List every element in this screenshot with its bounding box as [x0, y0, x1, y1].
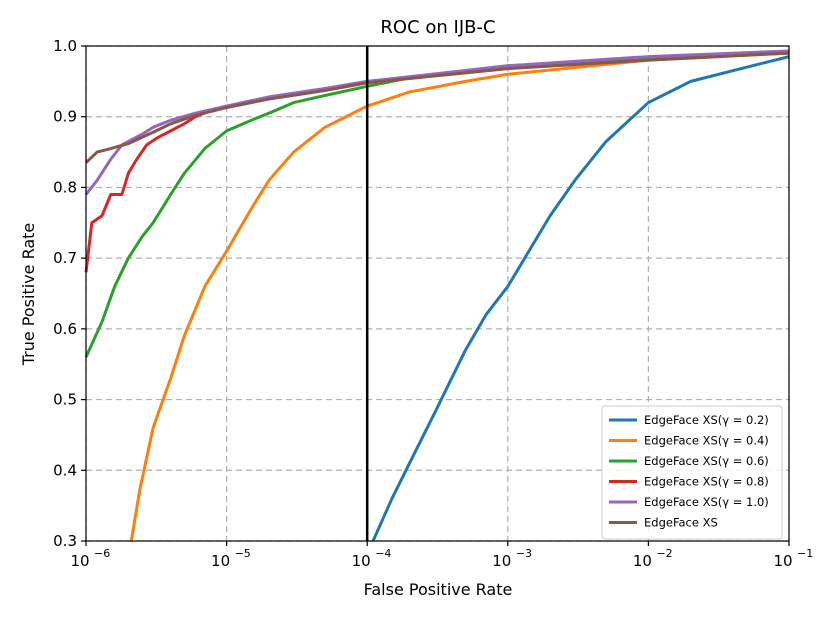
series-line-1	[371, 55, 790, 542]
plot-frame	[85, 45, 790, 542]
y-axis-ticks: 0.3 0.4 0.5 0.6 0.7 0.8 0.9 1.0	[53, 37, 86, 550]
x-tick-label: 10	[633, 552, 652, 570]
series-line-6	[84, 51, 790, 164]
series-line-4	[84, 104, 227, 273]
x-tick-exponent: −5	[235, 547, 251, 560]
legend: EdgeFace XS(γ = 0.2) EdgeFace XS(γ = 0.4)…	[601, 405, 783, 540]
y-tick-label: 0.9	[53, 108, 77, 126]
legend-entry-1: EdgeFace XS(γ = 0.2)	[644, 413, 769, 427]
legend-entry-2: EdgeFace XS(γ = 0.4)	[644, 434, 769, 448]
y-tick-label: 0.6	[53, 320, 77, 338]
x-tick-exponent: −3	[516, 547, 532, 560]
series-line-5	[84, 49, 790, 196]
chart-title: ROC on IJB-C	[380, 17, 495, 38]
x-tick-exponent: −4	[375, 547, 391, 560]
y-tick-label: 0.7	[53, 249, 77, 267]
x-tick-label: 10	[352, 552, 371, 570]
x-tick-label: 10	[492, 552, 511, 570]
x-axis-label: False Positive Rate	[364, 580, 513, 599]
legend-entry-3: EdgeFace XS(γ = 0.6)	[644, 454, 769, 468]
series-lines	[84, 49, 790, 542]
legend-entry-5: EdgeFace XS(γ = 1.0)	[644, 495, 769, 509]
x-tick-exponent: −2	[656, 547, 672, 560]
series-line-3	[84, 51, 790, 358]
y-tick-label: 0.4	[53, 461, 77, 479]
legend-box	[601, 405, 783, 540]
x-tick-exponent: −1	[797, 547, 813, 560]
y-tick-label: 1.0	[53, 37, 77, 55]
y-axis-label: True Positive Rate	[19, 223, 38, 367]
legend-entry-6: EdgeFace XS	[644, 516, 718, 530]
y-tick-label: 0.5	[53, 391, 77, 409]
x-tick-exponent: −6	[94, 547, 110, 560]
y-tick-label: 0.3	[53, 532, 77, 550]
series-line-2	[129, 51, 790, 542]
x-axis-ticks: 10 −6 10 −5 10 −4 10 −3 10 −2 10 −1	[70, 541, 813, 570]
legend-entry-4: EdgeFace XS(γ = 0.8)	[644, 475, 769, 489]
x-tick-label: 10	[211, 552, 230, 570]
x-tick-label: 10	[773, 552, 792, 570]
x-tick-label: 10	[70, 552, 89, 570]
y-tick-label: 0.8	[53, 178, 77, 196]
